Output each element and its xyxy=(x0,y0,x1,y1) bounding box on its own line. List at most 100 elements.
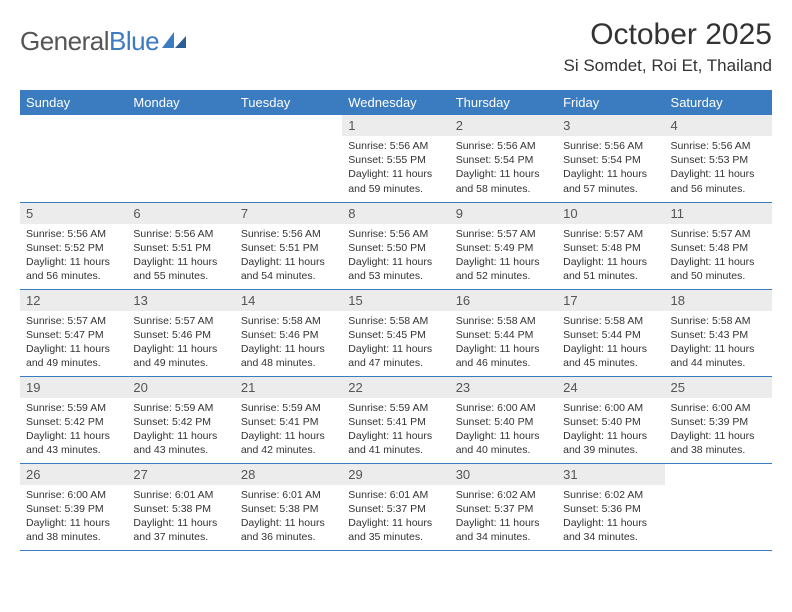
day-number: 8 xyxy=(342,203,449,224)
logo-text-1: General xyxy=(20,26,109,57)
day-content: Sunrise: 5:57 AMSunset: 5:48 PMDaylight:… xyxy=(557,224,664,288)
daylight-text: Daylight: 11 hours and 34 minutes. xyxy=(563,516,658,544)
calendar-cell: 3Sunrise: 5:56 AMSunset: 5:54 PMDaylight… xyxy=(557,115,664,202)
sunset-text: Sunset: 5:39 PM xyxy=(26,502,121,516)
calendar-cell: 8Sunrise: 5:56 AMSunset: 5:50 PMDaylight… xyxy=(342,202,449,289)
sunrise-text: Sunrise: 5:56 AM xyxy=(456,139,551,153)
calendar-cell: 31 Sunrise: 6:02 AMSunset: 5:36 PMDayligh… xyxy=(557,463,664,550)
sunrise-text: Sunrise: 5:57 AM xyxy=(671,227,766,241)
sunset-text: Sunset: 5:36 PM xyxy=(563,502,658,516)
day-number: 16 xyxy=(450,290,557,311)
calendar-week-row: 1Sunrise: 5:56 AMSunset: 5:55 PMDaylight… xyxy=(20,115,772,202)
calendar-week-row: 26Sunrise: 6:00 AMSunset: 5:39 PMDayligh… xyxy=(20,463,772,550)
header: GeneralBlue October 2025 Si Somdet, Roi … xyxy=(20,18,772,76)
sunrise-text: Sunrise: 5:59 AM xyxy=(26,401,121,415)
daylight-text: Daylight: 11 hours and 45 minutes. xyxy=(563,342,658,370)
day-content: Sunrise: 6:00 AMSunset: 5:39 PMDaylight:… xyxy=(20,485,127,549)
daylight-text: Daylight: 11 hours and 34 minutes. xyxy=(456,516,551,544)
daylight-text: Daylight: 11 hours and 39 minutes. xyxy=(563,429,658,457)
sunset-text: Sunset: 5:48 PM xyxy=(671,241,766,255)
sunrise-text: Sunrise: 6:01 AM xyxy=(348,488,443,502)
calendar-cell: 1Sunrise: 5:56 AMSunset: 5:55 PMDaylight… xyxy=(342,115,449,202)
calendar-cell: 30Sunrise: 6:02 AMSunset: 5:37 PMDayligh… xyxy=(450,463,557,550)
sunset-text: Sunset: 5:49 PM xyxy=(456,241,551,255)
sunrise-text: Sunrise: 5:58 AM xyxy=(563,314,658,328)
day-content: Sunrise: 5:59 AMSunset: 5:42 PMDaylight:… xyxy=(127,398,234,462)
weekday-header: Friday xyxy=(557,90,664,115)
weekday-header: Tuesday xyxy=(235,90,342,115)
day-number: 30 xyxy=(450,464,557,485)
logo-text-2: Blue xyxy=(109,26,159,57)
day-number: 31 xyxy=(557,464,664,485)
sunset-text: Sunset: 5:51 PM xyxy=(133,241,228,255)
calendar-cell xyxy=(20,115,127,202)
sunset-text: Sunset: 5:46 PM xyxy=(241,328,336,342)
calendar-cell: 27Sunrise: 6:01 AMSunset: 5:38 PMDayligh… xyxy=(127,463,234,550)
day-number: 28 xyxy=(235,464,342,485)
sunset-text: Sunset: 5:40 PM xyxy=(563,415,658,429)
day-number: 15 xyxy=(342,290,449,311)
day-content: Sunrise: 5:57 AMSunset: 5:46 PMDaylight:… xyxy=(127,311,234,375)
calendar-table: SundayMondayTuesdayWednesdayThursdayFrid… xyxy=(20,90,772,551)
calendar-cell: 13Sunrise: 5:57 AMSunset: 5:46 PMDayligh… xyxy=(127,289,234,376)
calendar-body: 1Sunrise: 5:56 AMSunset: 5:55 PMDaylight… xyxy=(20,115,772,550)
sunrise-text: Sunrise: 6:00 AM xyxy=(456,401,551,415)
day-number: 29 xyxy=(342,464,449,485)
day-content: Sunrise: 5:58 AMSunset: 5:46 PMDaylight:… xyxy=(235,311,342,375)
sunset-text: Sunset: 5:42 PM xyxy=(26,415,121,429)
weekday-row: SundayMondayTuesdayWednesdayThursdayFrid… xyxy=(20,90,772,115)
day-number: 19 xyxy=(20,377,127,398)
sunset-text: Sunset: 5:39 PM xyxy=(671,415,766,429)
day-content: Sunrise: 5:57 AMSunset: 5:47 PMDaylight:… xyxy=(20,311,127,375)
calendar-cell: 5Sunrise: 5:56 AMSunset: 5:52 PMDaylight… xyxy=(20,202,127,289)
daylight-text: Daylight: 11 hours and 38 minutes. xyxy=(26,516,121,544)
calendar-cell: 25Sunrise: 6:00 AMSunset: 5:39 PMDayligh… xyxy=(665,376,772,463)
sunrise-text: Sunrise: 5:56 AM xyxy=(26,227,121,241)
day-content: Sunrise: 6:02 AMSunset: 5:37 PMDaylight:… xyxy=(450,485,557,549)
day-content: Sunrise: 6:01 AMSunset: 5:38 PMDaylight:… xyxy=(127,485,234,549)
daylight-text: Daylight: 11 hours and 43 minutes. xyxy=(26,429,121,457)
day-number xyxy=(127,115,234,136)
sunset-text: Sunset: 5:54 PM xyxy=(563,153,658,167)
sunrise-text: Sunrise: 5:57 AM xyxy=(133,314,228,328)
day-content: Sunrise: 5:56 AMSunset: 5:52 PMDaylight:… xyxy=(20,224,127,288)
day-number: 25 xyxy=(665,377,772,398)
logo-sail-icon xyxy=(162,26,188,57)
sunrise-text: Sunrise: 5:56 AM xyxy=(348,139,443,153)
sunset-text: Sunset: 5:42 PM xyxy=(133,415,228,429)
daylight-text: Daylight: 11 hours and 40 minutes. xyxy=(456,429,551,457)
weekday-header: Saturday xyxy=(665,90,772,115)
day-content: Sunrise: 5:58 AMSunset: 5:44 PMDaylight:… xyxy=(450,311,557,375)
sunset-text: Sunset: 5:45 PM xyxy=(348,328,443,342)
daylight-text: Daylight: 11 hours and 48 minutes. xyxy=(241,342,336,370)
calendar-week-row: 12Sunrise: 5:57 AMSunset: 5:47 PMDayligh… xyxy=(20,289,772,376)
daylight-text: Daylight: 11 hours and 47 minutes. xyxy=(348,342,443,370)
day-content: Sunrise: 6:00 AMSunset: 5:40 PMDaylight:… xyxy=(557,398,664,462)
sunset-text: Sunset: 5:37 PM xyxy=(456,502,551,516)
sunset-text: Sunset: 5:38 PM xyxy=(241,502,336,516)
day-content: Sunrise: 6:01 AMSunset: 5:38 PMDaylight:… xyxy=(235,485,342,549)
day-number xyxy=(665,464,772,485)
daylight-text: Daylight: 11 hours and 56 minutes. xyxy=(26,255,121,283)
calendar-cell: 16Sunrise: 5:58 AMSunset: 5:44 PMDayligh… xyxy=(450,289,557,376)
sunset-text: Sunset: 5:55 PM xyxy=(348,153,443,167)
sunset-text: Sunset: 5:44 PM xyxy=(456,328,551,342)
sunrise-text: Sunrise: 5:56 AM xyxy=(348,227,443,241)
day-number: 3 xyxy=(557,115,664,136)
sunset-text: Sunset: 5:41 PM xyxy=(348,415,443,429)
day-content: Sunrise: 6:00 AMSunset: 5:40 PMDaylight:… xyxy=(450,398,557,462)
daylight-text: Daylight: 11 hours and 54 minutes. xyxy=(241,255,336,283)
calendar-cell xyxy=(127,115,234,202)
day-number: 9 xyxy=(450,203,557,224)
sunrise-text: Sunrise: 5:58 AM xyxy=(671,314,766,328)
sunset-text: Sunset: 5:50 PM xyxy=(348,241,443,255)
location: Si Somdet, Roi Et, Thailand xyxy=(563,56,772,76)
daylight-text: Daylight: 11 hours and 52 minutes. xyxy=(456,255,551,283)
calendar-cell: 28Sunrise: 6:01 AMSunset: 5:38 PMDayligh… xyxy=(235,463,342,550)
day-content: Sunrise: 5:58 AMSunset: 5:45 PMDaylight:… xyxy=(342,311,449,375)
weekday-header: Monday xyxy=(127,90,234,115)
day-content: Sunrise: 6:01 AMSunset: 5:37 PMDaylight:… xyxy=(342,485,449,549)
sunrise-text: Sunrise: 6:02 AM xyxy=(563,488,658,502)
day-number: 23 xyxy=(450,377,557,398)
sunrise-text: Sunrise: 6:01 AM xyxy=(241,488,336,502)
